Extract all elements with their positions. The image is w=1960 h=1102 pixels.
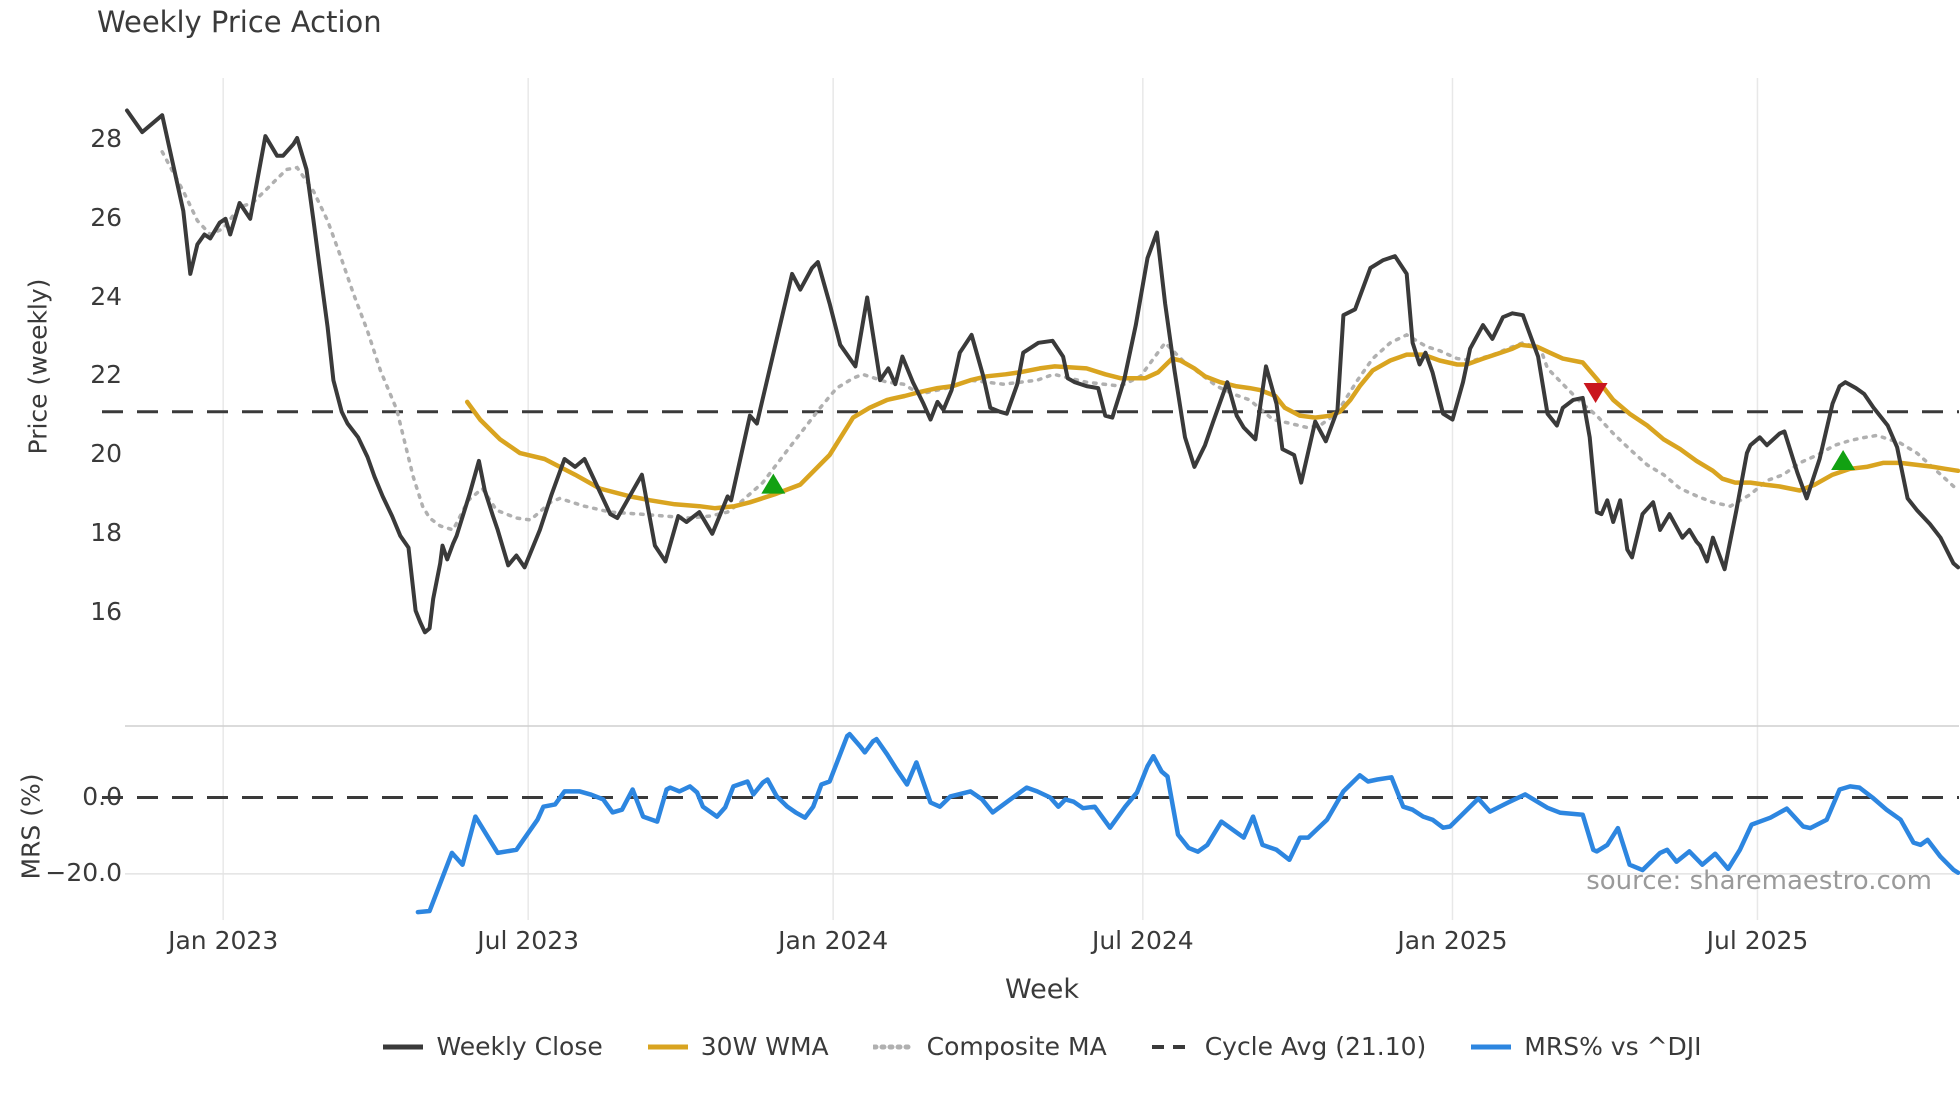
legend-item: Composite MA [872, 1032, 1107, 1061]
mrs-ytick-label: 0.0 [82, 781, 122, 811]
legend-item-label: MRS% vs ^DJI [1524, 1032, 1702, 1061]
legend-item: 30W WMA [647, 1032, 829, 1061]
price-ytick-label: 20 [90, 439, 122, 469]
week-axis-label: Week [1005, 974, 1079, 1005]
wma30-line [464, 342, 1960, 511]
xtick-label: Jul 2024 [1091, 926, 1194, 955]
xtick-label: Jan 2023 [168, 926, 279, 955]
price-ytick-label: 24 [90, 281, 122, 311]
solid-line-swatch-icon [1471, 1044, 1512, 1049]
legend-item-label: Composite MA [926, 1032, 1107, 1061]
price-ytick-label: 18 [90, 517, 122, 547]
xtick-label: Jul 2025 [1706, 926, 1809, 955]
weekly-close-line [125, 108, 1960, 635]
legend-item: MRS% vs ^DJI [1470, 1032, 1702, 1061]
sell-signal-triangle [1583, 383, 1608, 404]
xtick-label: Jul 2023 [477, 926, 580, 955]
buy-signal-triangle [1831, 449, 1856, 470]
buy-signal-triangle [761, 473, 786, 494]
solid-line-swatch-icon [647, 1044, 688, 1049]
legend-item: Weekly Close [382, 1032, 603, 1061]
legend-item-label: Cycle Avg (21.10) [1204, 1032, 1427, 1061]
solid-line-swatch-icon [383, 1044, 424, 1049]
legend-item-label: Weekly Close [436, 1032, 603, 1061]
legend-item-label: 30W WMA [700, 1032, 829, 1061]
xtick-label: Jan 2024 [778, 926, 889, 955]
price-ytick-label: 28 [90, 124, 122, 153]
legend: Weekly Close 30W WMA Composite MA Cycle Avg… [125, 1032, 1959, 1061]
composite-ma-line [160, 150, 1960, 533]
dotted-line-swatch-icon [872, 1044, 915, 1049]
price-ytick-label: 26 [90, 202, 122, 232]
price-ytick-label: 22 [90, 360, 122, 390]
legend-item: Cycle Avg (21.10) [1151, 1032, 1427, 1061]
mrs-line [415, 731, 1960, 915]
page-title: Weekly Price Action [97, 5, 382, 39]
source-credit: source: sharemaestro.com [1586, 866, 1932, 896]
xtick-label: Jan 2025 [1397, 926, 1508, 955]
dashed-line-swatch-icon [1151, 1044, 1192, 1049]
price-ytick-label: 16 [90, 596, 122, 626]
mrs-ytick-label: −20.0 [45, 857, 122, 887]
